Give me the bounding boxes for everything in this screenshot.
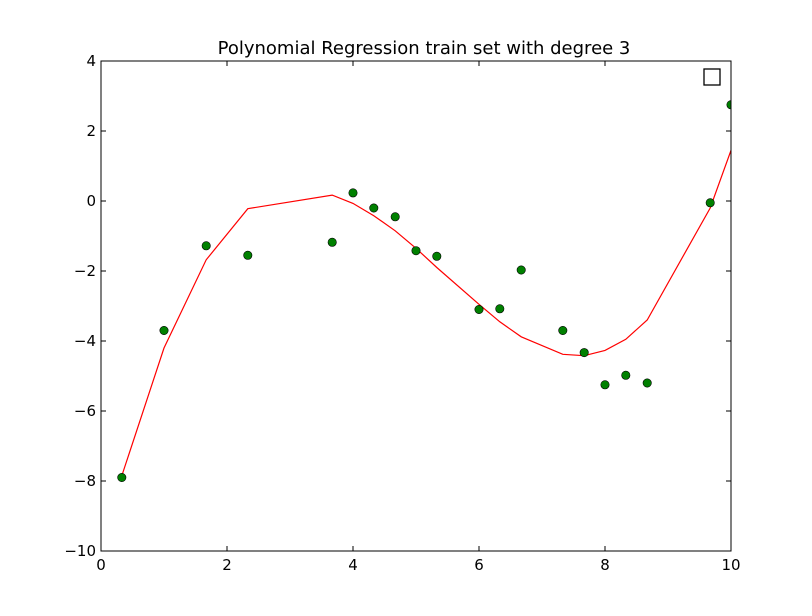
data-point: [159, 325, 169, 335]
legend-box: [703, 68, 721, 86]
plot-area: [117, 100, 731, 482]
data-point: [705, 198, 715, 208]
x-tick-label: 6: [474, 556, 484, 574]
data-point: [495, 304, 505, 314]
x-tick-label: 0: [96, 556, 106, 574]
data-point: [474, 304, 484, 314]
x-tick-label: 10: [721, 556, 740, 574]
data-point: [243, 250, 253, 260]
y-tick-label: 0: [86, 192, 96, 210]
data-point: [390, 212, 400, 222]
data-point: [327, 237, 337, 247]
data-point: [558, 325, 568, 335]
y-tick-label: −8: [74, 472, 96, 490]
data-point: [516, 265, 526, 275]
x-tick-label: 8: [600, 556, 610, 574]
data-point: [600, 380, 610, 390]
y-tick-label: −10: [64, 542, 96, 560]
data-point: [621, 370, 631, 380]
chart-title: Polynomial Regression train set with deg…: [218, 38, 631, 59]
x-tick-label: 4: [348, 556, 358, 574]
y-tick-label: −6: [74, 402, 96, 420]
data-point: [432, 251, 442, 261]
y-tick-label: −4: [74, 332, 96, 350]
y-tick-label: −2: [74, 262, 96, 280]
regression-line: [121, 150, 731, 476]
data-point: [348, 188, 358, 198]
axes: 0 2 4 6 8 10 −10 −8 −6 −4 −2 0 2 4: [64, 52, 740, 574]
data-point: [117, 472, 127, 482]
plot-content: [117, 100, 731, 482]
data-point: [579, 348, 589, 358]
data-point: [369, 203, 379, 213]
x-tick-label: 2: [222, 556, 232, 574]
axes-frame: [100, 60, 732, 552]
y-tick-label: 2: [86, 122, 96, 140]
data-point: [642, 378, 652, 388]
y-tick-label: 4: [86, 52, 96, 70]
data-point: [201, 241, 211, 251]
data-point: [411, 246, 421, 256]
